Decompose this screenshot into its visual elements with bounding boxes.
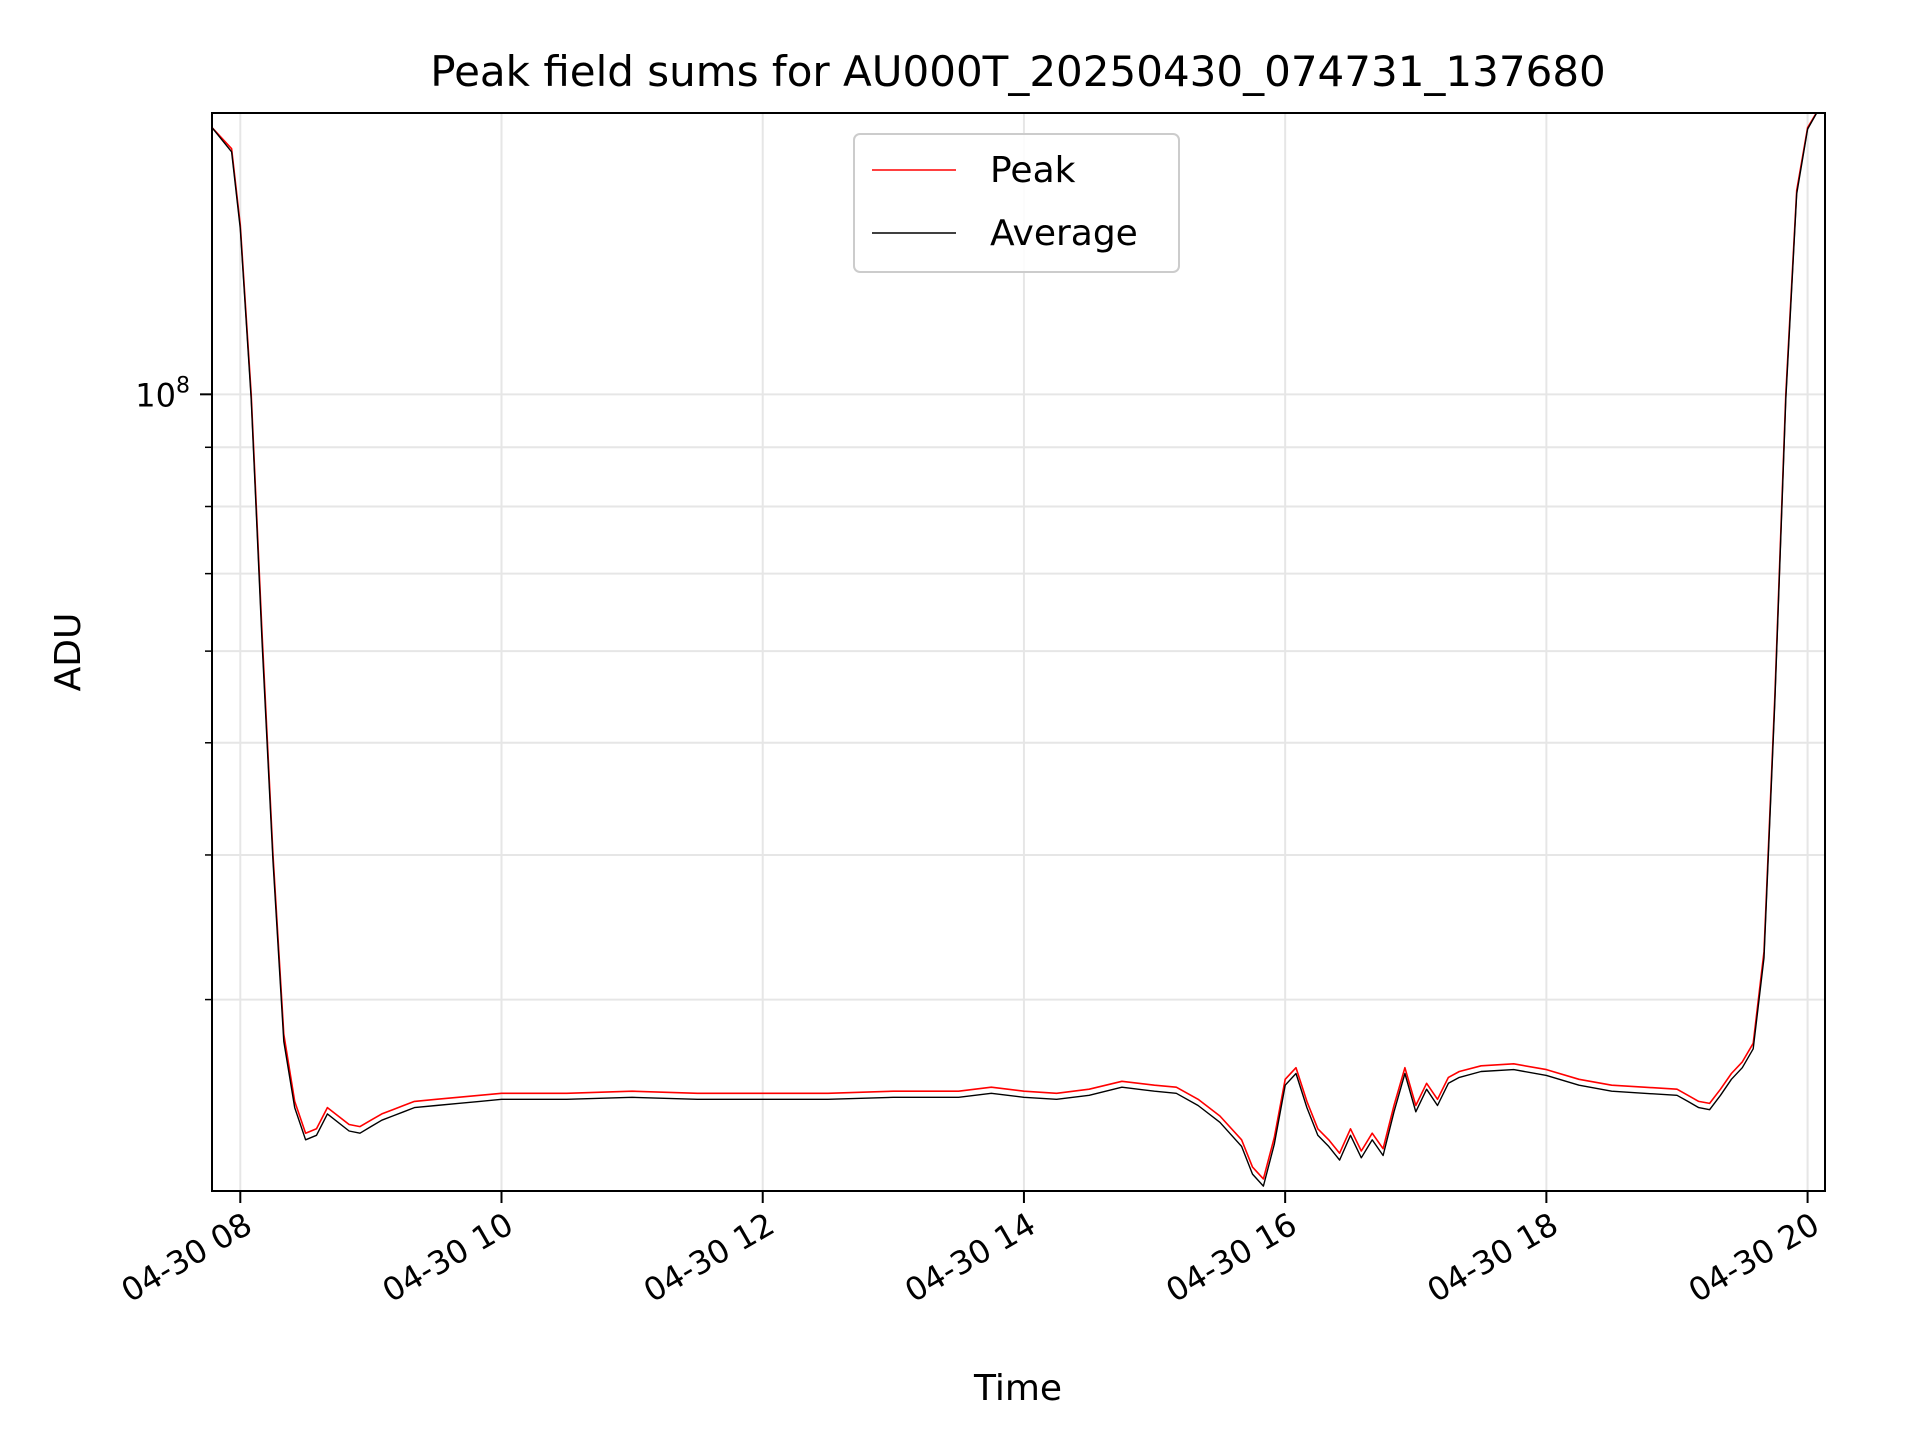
series-peak-line <box>211 112 1817 1180</box>
series-lines <box>211 112 1817 1187</box>
legend-average-label: Average <box>990 213 1138 254</box>
legend: Peak Average <box>853 133 1180 273</box>
x-axis-label: Time <box>973 1368 1062 1409</box>
chart-title: Peak field sums for AU000T_20250430_0747… <box>430 47 1606 96</box>
y-tick-label: 108 <box>135 373 190 414</box>
grid-lines <box>212 113 1825 1191</box>
series-average-line <box>211 113 1817 1187</box>
plot-frame <box>211 112 1826 1192</box>
legend-peak-label: Peak <box>990 150 1076 191</box>
legend-box <box>853 133 1180 273</box>
y-axis-label: ADU <box>48 613 89 692</box>
